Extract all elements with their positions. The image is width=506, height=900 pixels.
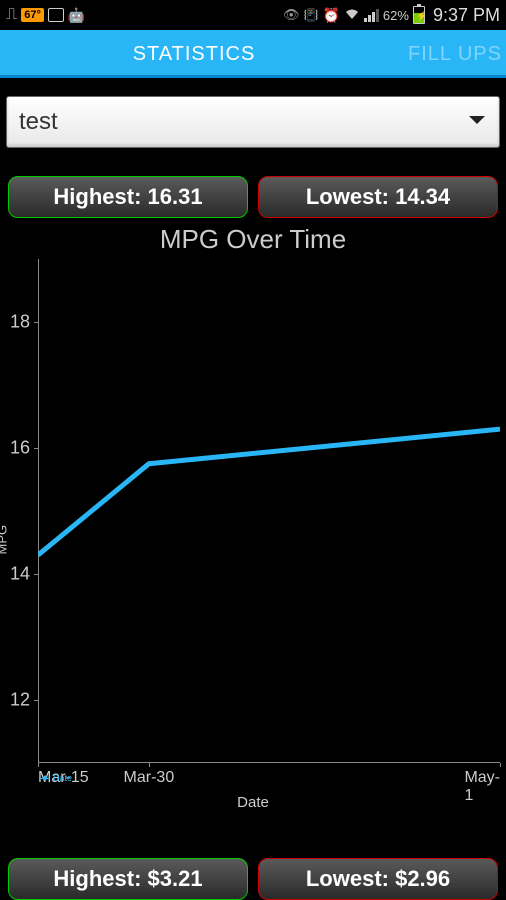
vibrate-icon: 📳 — [304, 8, 319, 22]
mpg-chart: MPG 12141618Mar-15Mar-30May-1 Date Date — [6, 259, 500, 813]
mpg-highest-box: Highest: 16.31 — [8, 176, 248, 218]
picture-icon — [48, 8, 64, 22]
y-tick-label: 18 — [10, 312, 30, 333]
temperature-badge: 67° — [21, 8, 44, 22]
price-lowest-box: Lowest: $2.96 — [258, 858, 498, 900]
mpg-lowest-box: Lowest: 14.34 — [258, 176, 498, 218]
mpg-stat-row: Highest: 16.31 Lowest: 14.34 — [6, 176, 500, 218]
legend-label: Date — [53, 773, 72, 783]
y-tick-label: 14 — [10, 564, 30, 585]
x-tick-label: Mar-30 — [124, 769, 175, 787]
dropdown-selected: test — [19, 108, 58, 136]
battery-percent: 62% — [383, 8, 409, 23]
battery-icon — [413, 6, 425, 24]
status-left: ⎍ 67° 🤖 — [6, 6, 85, 24]
wifi-icon — [344, 8, 360, 23]
usb-icon: ⎍ — [6, 6, 17, 24]
x-tick-label: May-1 — [464, 769, 500, 805]
tab-fillups[interactable]: FILL UPS — [388, 43, 506, 66]
alarm-icon: ⏰ — [322, 7, 339, 24]
chart-line — [38, 259, 500, 763]
chart-title: MPG Over Time — [6, 224, 500, 255]
y-tick-label: 12 — [10, 690, 30, 711]
price-highest-box: Highest: $3.21 — [8, 858, 248, 900]
chevron-down-icon — [467, 113, 487, 131]
chart-legend: Date — [40, 773, 72, 783]
price-stat-row: Highest: $3.21 Lowest: $2.96 — [6, 858, 500, 900]
signal-icon — [364, 9, 379, 22]
eye-icon: 👁 — [283, 7, 300, 23]
status-right: 👁 📳 ⏰ 62% 9:37 PM — [283, 5, 500, 26]
clock-time: 9:37 PM — [433, 5, 500, 26]
tab-statistics[interactable]: STATISTICS — [0, 43, 388, 66]
y-tick-label: 16 — [10, 438, 30, 459]
chart-ylabel: MPG — [0, 525, 10, 555]
status-bar: ⎍ 67° 🤖 👁 📳 ⏰ 62% 9:37 PM — [0, 0, 506, 30]
vehicle-dropdown[interactable]: test — [6, 96, 500, 148]
chart-xlabel: Date — [237, 794, 269, 811]
tab-bar: STATISTICS FILL UPS — [0, 30, 506, 78]
android-icon: 🤖 — [68, 7, 85, 24]
